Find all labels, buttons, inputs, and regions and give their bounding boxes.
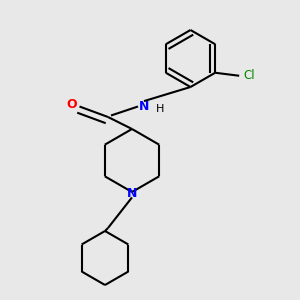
Text: H: H bbox=[156, 104, 165, 114]
Text: N: N bbox=[127, 187, 137, 200]
Text: N: N bbox=[139, 100, 149, 113]
Text: O: O bbox=[67, 98, 77, 112]
Text: Cl: Cl bbox=[244, 69, 255, 82]
